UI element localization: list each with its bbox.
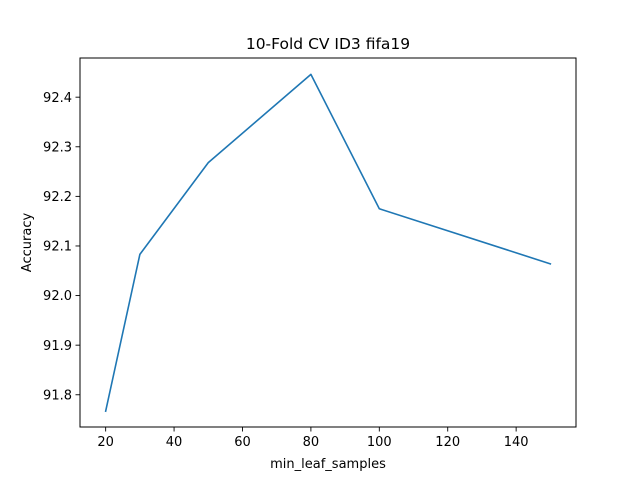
- plot-layer: [104, 73, 552, 413]
- y-tick-label: 92.3: [43, 140, 72, 155]
- x-tick-label: 40: [166, 435, 183, 450]
- y-tick-label: 91.9: [43, 339, 72, 354]
- plot-frame: [79, 57, 577, 428]
- x-tick-label: 120: [435, 435, 460, 450]
- x-tick-label: 100: [367, 435, 392, 450]
- x-tick-label: 140: [504, 435, 529, 450]
- y-tick-label: 91.8: [43, 388, 72, 403]
- y-tick-label: 92.2: [43, 190, 72, 205]
- y-tick-label: 92.4: [43, 91, 72, 106]
- y-axis-ticks: 91.8 91.9 92.0 92.1 92.2 92.3 92.4: [43, 91, 80, 403]
- x-tick-label: 60: [234, 435, 251, 450]
- chart-title: 10-Fold CV ID3 fifa19: [246, 35, 410, 53]
- y-tick-label: 92.0: [43, 289, 72, 304]
- x-tick-label: 80: [303, 435, 320, 450]
- y-tick-label: 92.1: [43, 240, 72, 255]
- x-axis-ticks: 20 40 60 80 100 120 140: [97, 427, 529, 450]
- y-axis-title: Accuracy: [20, 213, 35, 273]
- x-axis-title: min_leaf_samples: [270, 457, 386, 472]
- x-tick-label: 20: [97, 435, 114, 450]
- series-line-0: [104, 73, 552, 413]
